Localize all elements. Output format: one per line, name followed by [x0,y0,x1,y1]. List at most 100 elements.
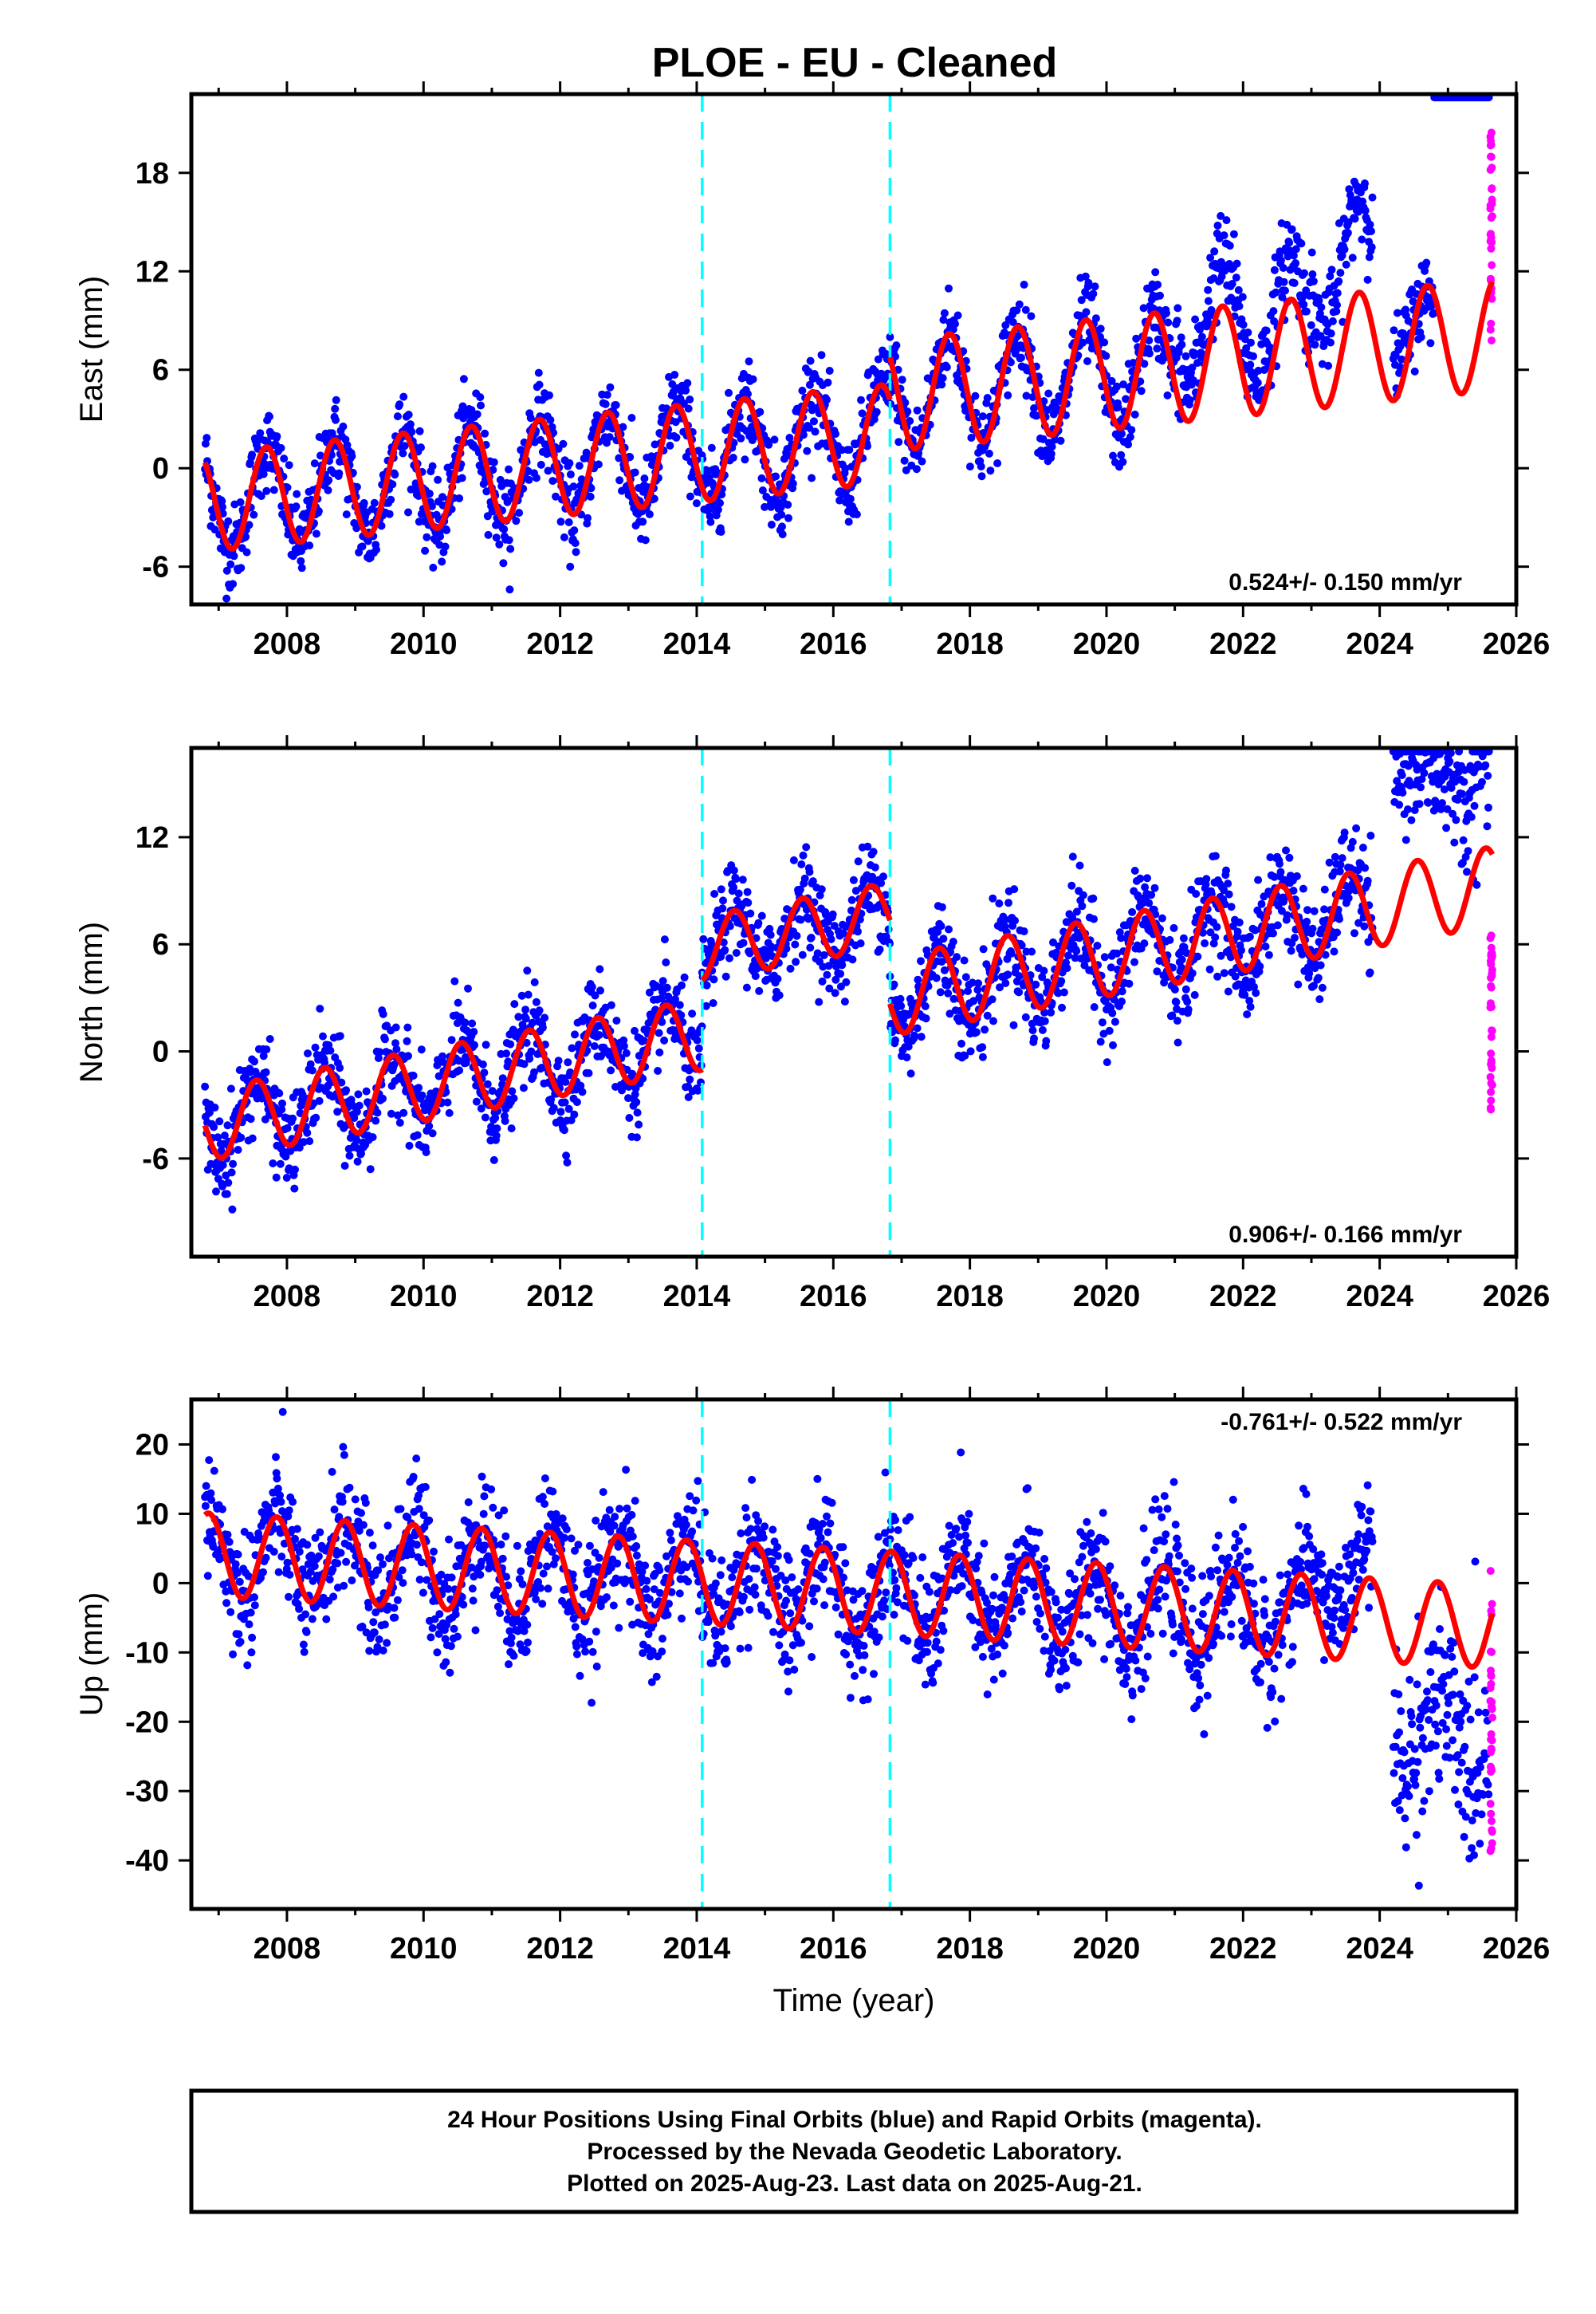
data-point [1057,977,1066,986]
data-point [226,1608,235,1616]
data-point [619,423,627,431]
data-point [1350,929,1358,938]
data-point [399,1108,408,1117]
data-point [902,1053,911,1062]
data-point [612,1017,621,1025]
data-point [1415,800,1424,809]
data-point [854,857,863,866]
data-point [438,493,446,502]
data-point [522,1038,531,1047]
data-point [505,585,514,594]
data-point [1032,411,1041,420]
data-point [1276,256,1285,265]
data-point [1436,750,1444,758]
data-point [493,1124,501,1133]
data-point [1017,353,1025,362]
data-point [233,1568,242,1577]
data-point [806,943,815,952]
data-point [293,490,301,498]
data-point [272,1453,280,1462]
data-point [680,973,689,982]
data-point [854,927,862,936]
data-point [297,557,305,565]
data-point [857,396,865,404]
data-point [1332,307,1341,316]
data-point [606,383,615,392]
data-point [879,872,887,881]
data-point [1064,951,1072,960]
data-point [500,525,509,533]
data-point [278,1407,287,1416]
data-point [259,1052,268,1061]
data-point [967,434,976,442]
data-point [961,973,970,982]
data-point [380,1035,389,1044]
data-point [436,532,445,541]
data-point [1262,326,1271,335]
data-point [312,1113,320,1122]
data-point [934,927,942,936]
data-point [871,863,879,872]
data-point [443,1098,452,1107]
data-point [1090,1003,1099,1011]
data-point [387,1109,395,1118]
data-point [1287,946,1295,955]
data-point [1217,211,1225,220]
data-point [472,1097,481,1106]
data-point [910,1031,918,1040]
data-point [1338,854,1346,863]
data-point [1363,275,1372,284]
data-point [470,1041,478,1049]
data-point [428,462,437,470]
data-point [1303,917,1311,926]
data-point [1010,885,1019,894]
data-point [858,409,867,418]
data-point [836,970,845,978]
data-point [845,446,854,455]
rapid-point [1486,1104,1495,1112]
data-point [741,455,749,464]
data-point [380,1620,389,1629]
data-point [262,486,271,495]
data-point [815,998,824,1006]
data-point [1398,789,1407,797]
data-point [230,552,238,561]
data-point [1229,230,1238,238]
x-tick-label: 2012 [526,628,594,661]
data-point [1331,852,1339,861]
data-point [1422,258,1431,267]
data-point [1240,335,1249,344]
data-point [1393,309,1401,317]
data-point [388,480,397,489]
data-point [277,443,285,452]
data-point [1245,997,1254,1005]
data-point [1340,245,1349,254]
data-point [792,958,800,966]
data-point [292,502,301,511]
data-point [1278,293,1287,301]
data-point [245,1620,254,1629]
data-point [365,1529,374,1537]
data-point [798,386,807,395]
data-point [1256,962,1264,970]
rapid-point [1486,325,1495,334]
data-point [1307,248,1316,257]
data-point [455,494,464,502]
data-point [546,415,555,424]
data-point [201,439,210,448]
x-tick-label: 2020 [1073,628,1141,661]
data-point [229,580,238,588]
data-point [1432,800,1440,809]
data-point [770,435,779,444]
data-point [655,1029,663,1037]
data-point [786,964,795,973]
data-point [767,521,776,529]
data-point [831,430,839,439]
y-tick-label: -6 [142,1143,169,1176]
data-point [422,1148,430,1156]
data-point [242,548,251,557]
data-point [297,564,306,573]
data-point [458,402,467,411]
data-point [1224,987,1232,996]
